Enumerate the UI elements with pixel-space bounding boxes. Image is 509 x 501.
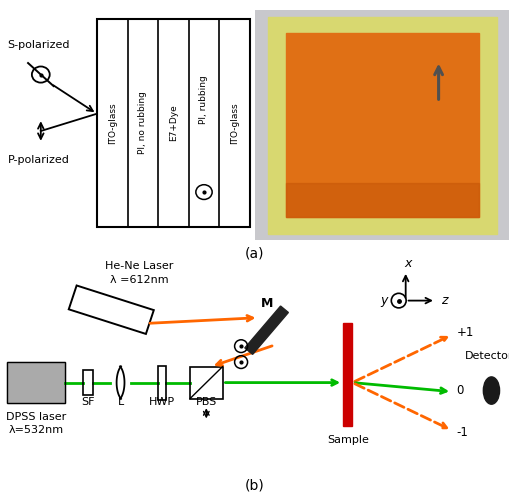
Text: DPSS laser: DPSS laser [6,412,66,422]
Bar [7,362,65,403]
Text: PI, no rubbing: PI, no rubbing [138,92,147,154]
Text: P-polarized: P-polarized [8,155,69,165]
Text: E7+Dye: E7+Dye [168,105,178,141]
Polygon shape [244,306,288,354]
Text: L: L [117,397,123,407]
Text: Detector: Detector [464,351,509,361]
Text: z: z [440,294,446,307]
Bar [97,19,249,226]
Text: λ =612nm: λ =612nm [109,275,168,285]
Bar [158,366,166,400]
Text: He-Ne Laser: He-Ne Laser [105,262,173,272]
Text: SF: SF [81,397,95,407]
Text: y: y [379,294,387,307]
Bar [7,362,65,403]
Text: -1: -1 [456,426,468,439]
Ellipse shape [483,377,499,404]
Bar [190,367,222,398]
Bar [343,323,352,426]
Text: ITO-glass: ITO-glass [230,102,239,144]
Text: +1: +1 [456,326,473,339]
Bar [83,370,93,395]
Text: S-polarized: S-polarized [8,40,70,50]
Text: (a): (a) [245,246,264,261]
Text: PI, rubbing: PI, rubbing [199,76,208,124]
Text: ITO-glass: ITO-glass [107,102,117,144]
Text: HWP: HWP [149,397,175,407]
Text: M: M [260,298,272,311]
Bar [285,183,478,217]
Text: 0: 0 [456,384,463,397]
Text: λ=532nm: λ=532nm [8,425,63,435]
Text: (b): (b) [245,478,264,492]
Text: PBS: PBS [195,397,216,407]
Text: Sample: Sample [326,435,368,445]
Text: x: x [404,257,411,270]
Bar [285,33,478,217]
